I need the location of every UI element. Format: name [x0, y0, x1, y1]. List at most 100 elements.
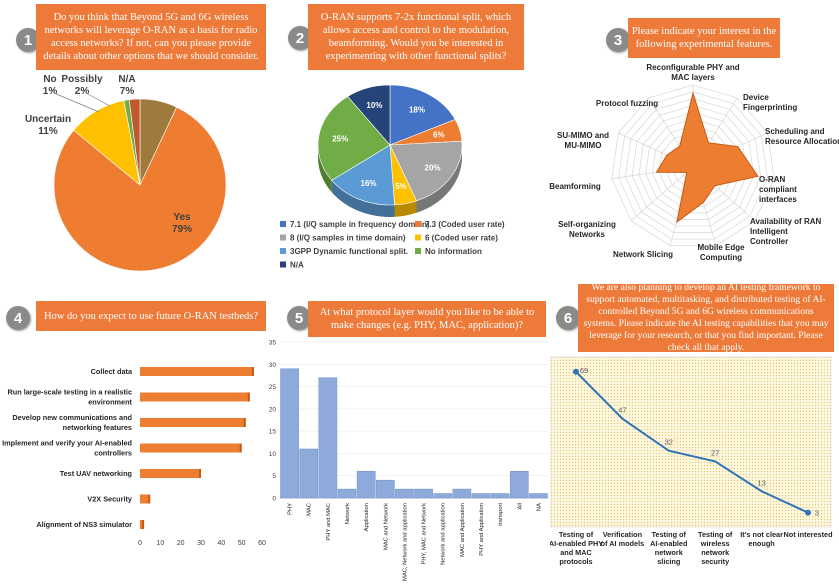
hbar-bar-edge: [148, 494, 151, 504]
vbar-ytick-label: 35: [269, 340, 277, 347]
pie2-slice-5: [317, 96, 391, 181]
vbar-bar: [395, 488, 414, 499]
pie2-side-3: [394, 200, 417, 217]
line6-category-label: Testing of AI-enabled network slicing: [650, 530, 687, 566]
panel-2-pie-chart: 18% 6% 20% 5% 16% 25% 10% 7.1 (I/Q sample in fr…: [280, 84, 505, 270]
panel-2-question: O-RAN supports 7-2x functional split, wh…: [308, 4, 524, 70]
vbar-category-label: MAC and Network: [383, 503, 389, 550]
pie1-leader-no: [53, 92, 100, 113]
radar-grid-ring: [618, 91, 768, 240]
vbar-bar: [318, 377, 338, 499]
pie2-data-label: 6%: [433, 131, 445, 140]
panel-6-number-badge: 6: [556, 306, 580, 330]
radar-axis-label: Availability of RAN Intelligent Controller: [750, 217, 821, 246]
hbar-xtick-label: 20: [177, 540, 185, 547]
hbar-bar: [140, 494, 151, 504]
pie2-slice-0: [389, 84, 456, 146]
hbar-category-label: Implement and verify your AI-enabled cont…: [2, 439, 132, 458]
radar-axis-label: Reconfigurable PHY and MAC layers: [646, 63, 739, 82]
vbar-category-label: PHY and MAC: [326, 503, 332, 541]
vbar-bar: [356, 471, 376, 499]
pie2-legend-swatch: [280, 221, 286, 227]
pie2-legend-label: 8 (I/Q samples in time domain): [290, 234, 406, 243]
line6-data-label: 47: [618, 406, 626, 415]
vbar-ytick-label: 15: [269, 429, 277, 436]
vbar-category-label: NA: [536, 503, 542, 511]
hbar-bar-edge: [239, 443, 242, 453]
panel-6-line-chart: 69 47 32 27 13 3 Testing of AI-enabled PHY and M…: [550, 356, 833, 566]
pie2-legend-label: 7.1 (I/Q sample in frequency domain): [290, 220, 430, 229]
hbar-category-label: Run large-scale testing in a realistic en…: [8, 388, 133, 407]
radar-grid-ring: [638, 112, 748, 220]
radar-axis-label: Device Fingerprinting: [743, 93, 797, 112]
hbar-bar: [140, 469, 201, 478]
hbar-xtick-label: 30: [197, 540, 205, 547]
vbar-bar: [280, 368, 299, 499]
vbar-category-label: All: [517, 503, 523, 509]
vbar-category-label: PHY: [288, 503, 294, 515]
vbar-category-label: MAC: [307, 503, 313, 516]
hbar-xtick-label: 0: [138, 540, 142, 547]
pie1-label-name: Possibly: [61, 74, 103, 85]
line6-data-label: 69: [580, 366, 588, 375]
pie2-legend-swatch: [280, 248, 286, 254]
pie1-label-name: Yes: [173, 212, 191, 223]
hbar-category-label: Test UAV networking: [60, 469, 132, 478]
vbar-category-label: Network: [345, 503, 351, 524]
radar-grid-ring: [645, 118, 741, 214]
pie2-legend-label: 3GPP Dynamic functional split.: [290, 247, 408, 256]
hbar-xtick-label: 50: [238, 540, 246, 547]
hbar-category-label: Alignment of NS3 simulator: [36, 520, 132, 529]
panel-5-bar-chart: 0 5 10 15 20 25 30 35 PHY MAC PHY and MAC Network Ap…: [269, 340, 548, 581]
hbar-xtick-label: 40: [217, 540, 225, 547]
pie2-legend-label: N/A: [290, 261, 304, 270]
pie2-legend-swatch: [415, 248, 421, 254]
vbar-ytick-label: 10: [269, 451, 277, 458]
vbar-bar: [529, 493, 548, 499]
vbar-category-label: PHY and Application: [479, 503, 485, 556]
pie2-data-label: 16%: [361, 179, 377, 188]
radar-axis-label: Protocol fuzzing: [596, 99, 658, 108]
radar-axis-label: SU-MIMO and MU-MIMO: [557, 131, 609, 150]
pie1-label-value: 11%: [38, 126, 58, 137]
pie2-data-label: 18%: [409, 106, 425, 115]
line6-data-label: 27: [711, 448, 719, 457]
hbar-category-label: Develop new communications and networking…: [12, 413, 132, 432]
radar-axis-label: Beamforming: [549, 182, 601, 191]
hbar-category-label: Collect data: [91, 367, 133, 376]
line6-data-label: 32: [665, 438, 673, 447]
pie1-slice-yes: [53, 106, 227, 272]
pie2-data-label: 20%: [425, 164, 441, 173]
pie2-data-label: 5%: [395, 182, 407, 191]
vbar-category-label: Application: [364, 503, 370, 531]
vbar-ytick-label: 20: [269, 406, 277, 413]
radar-axis-label: Network Slicing: [613, 250, 673, 259]
line6-data-label: 3: [815, 509, 819, 518]
line6-series-line: [575, 371, 809, 514]
pie1-label-value: 1%: [43, 86, 58, 97]
vbar-bar: [375, 479, 395, 499]
panel-5-question: At what protocol layer would you like to…: [308, 301, 546, 337]
vbar-category-label: Network and application: [441, 503, 447, 565]
pie1-label-value: 2%: [75, 86, 90, 97]
pie2-legend-swatch: [415, 221, 421, 227]
vbar-bar: [490, 493, 510, 499]
hbar-bar: [140, 520, 145, 529]
hbar-bar: [140, 418, 246, 427]
pie1-label-value: 7%: [120, 86, 135, 97]
pie2-side-5: [318, 145, 332, 193]
panel-4-number-badge: 4: [6, 306, 30, 330]
vbar-ytick-label: 30: [269, 362, 277, 369]
hbar-category-label: V2X Security: [87, 495, 133, 504]
pie2-slice-6: [347, 84, 391, 146]
pie1-leader-possibly: [85, 92, 111, 107]
vbar-bar: [471, 493, 491, 499]
hbar-bar-edge: [243, 418, 246, 427]
radar-axis-label: Self-organizing Networks: [558, 220, 616, 239]
panel-3-number-badge: 3: [606, 28, 630, 52]
pie2-legend-swatch: [415, 234, 421, 241]
panel-5-number-badge: 5: [287, 306, 311, 330]
vbar-bar: [433, 493, 453, 499]
